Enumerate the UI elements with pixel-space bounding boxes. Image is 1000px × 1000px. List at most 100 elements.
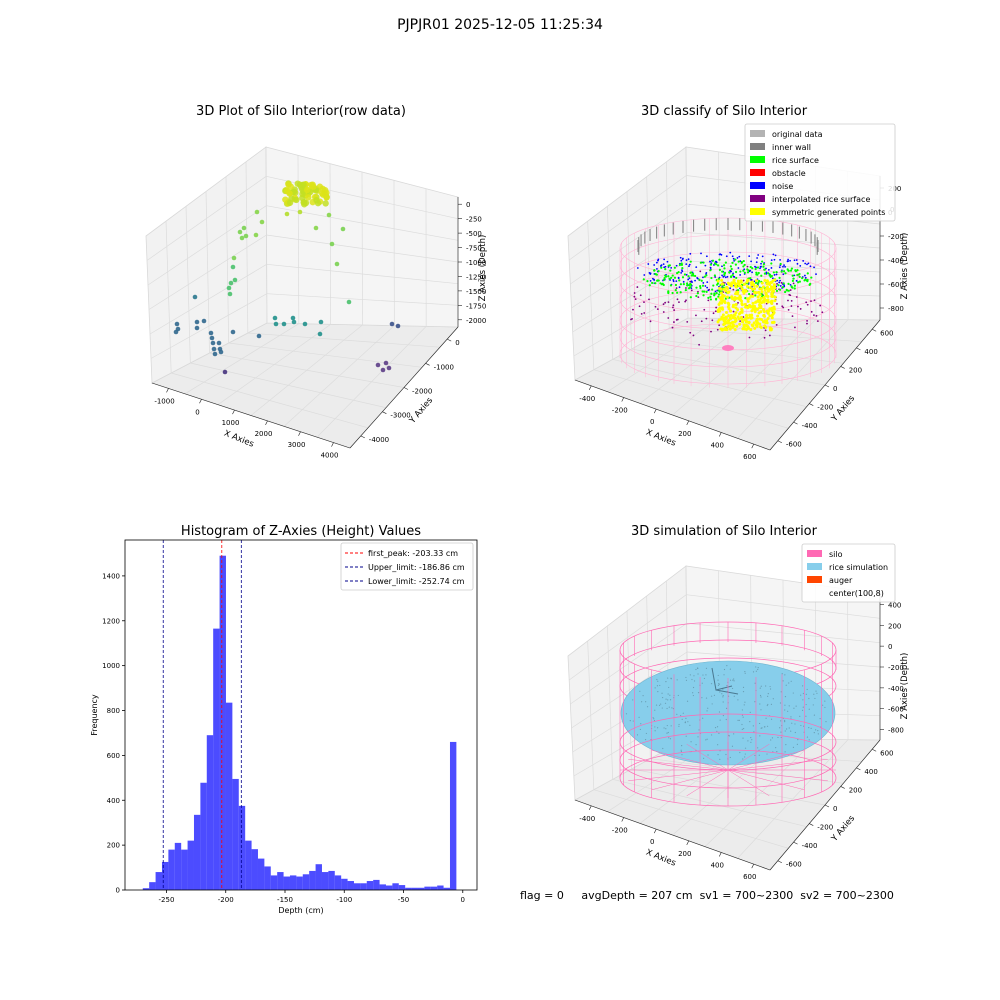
bl-histogram-bar (219, 555, 226, 890)
tr-rice-point (804, 278, 807, 281)
tr-interp-point (782, 306, 785, 309)
bl-histogram-bar (302, 874, 310, 890)
tl-y-tick (382, 411, 387, 414)
tl-point (273, 321, 279, 327)
tr-rice-point (696, 292, 699, 295)
tr-rice-point (700, 279, 703, 282)
tr-interp-point (810, 310, 813, 313)
br-silo-spoke (727, 759, 828, 771)
tl-point (299, 190, 306, 198)
tr-rice-point (709, 295, 712, 298)
tr-interp-point (751, 293, 754, 295)
tr-interp-point (676, 298, 679, 301)
tr-sym-point (742, 323, 746, 327)
figure-suptitle: PJPJR01 2025-12-05 11:25:34 (397, 17, 603, 33)
tr-interp-point (794, 326, 796, 329)
tr-sym-point (731, 305, 735, 309)
tr-rice-point (671, 291, 674, 295)
tr-sym-point (733, 327, 737, 331)
tl-y-tick (447, 338, 452, 342)
br-rice-mesh-dot (625, 713, 628, 715)
br-rice-mesh-dot (785, 728, 788, 730)
tr-noise-point (705, 255, 708, 258)
tr-interp-point (813, 299, 816, 302)
bl-histogram-bar (257, 858, 265, 890)
tr-rice-point (691, 272, 695, 275)
tr-rice-point (660, 266, 663, 269)
tr-rice-point (775, 270, 778, 274)
br-rice-mesh-dot (744, 747, 747, 749)
tl-point (256, 333, 262, 339)
tr-sym-point (751, 324, 755, 328)
tr-rice-point (682, 283, 685, 286)
tl-y-axis-label: Y Axies (407, 395, 435, 426)
tr-rice-point (780, 270, 783, 273)
tr-sym-point (770, 316, 774, 320)
tr-interp-point (763, 336, 766, 339)
tl-point (284, 211, 290, 217)
bl-histogram-bar (187, 840, 194, 890)
tr-interp-point (815, 314, 818, 317)
tr-noise-point (662, 263, 665, 266)
tr-noise-point (772, 253, 775, 256)
tr-grid-line (665, 161, 670, 329)
br-rice-mesh-dot (729, 668, 731, 670)
br-legend-box (801, 543, 896, 603)
tr-noise-point (672, 280, 675, 283)
tr-noise-point (804, 262, 807, 265)
bl-histogram-bar (328, 870, 335, 890)
tr-noise-point (709, 266, 712, 269)
br-rice-mesh-dot (697, 736, 699, 738)
tl-point (375, 362, 381, 368)
tl-z-tick-label: -1250 (466, 273, 486, 281)
tr-sym-point (750, 309, 754, 313)
br-rice-mesh-dot (695, 668, 697, 671)
bl-histogram: -250 -200 -150 -100 -50 0 0 200 400 600 800 1000 120… (90, 539, 478, 915)
tr-sym-point (735, 290, 739, 294)
br-rice-mesh-dot (711, 703, 713, 705)
tl-point (201, 318, 207, 324)
tr-noise-point (775, 273, 778, 276)
tr-noise-point (732, 275, 735, 278)
br-rice-mesh-dot (753, 731, 755, 733)
br-rice-mesh-dot (669, 738, 672, 740)
bl-histogram-bar (168, 849, 175, 890)
br-rice-mesh-dot (733, 733, 735, 735)
br-rice-mesh-dot (769, 685, 771, 688)
br-rice-mesh-dot (701, 682, 703, 684)
tl-y-tick (425, 363, 430, 366)
br-rice-mesh-dot (780, 736, 782, 739)
br-rice-mesh-dot (665, 698, 667, 700)
tr-legend-swatch (750, 130, 765, 137)
tl-point (230, 264, 236, 270)
br-rice-mesh-dot (663, 727, 665, 729)
tr-rice-point (757, 281, 760, 284)
tr-rice-point (686, 282, 689, 285)
tr-legend-label: original data (772, 130, 823, 139)
tr-rice-point (695, 294, 698, 298)
br-rice-mesh-dot (757, 747, 759, 749)
tr-interp-point (732, 288, 735, 291)
tr-sym-point (768, 326, 772, 330)
tr-noise-point (783, 284, 786, 287)
tr-interp-point (805, 301, 808, 304)
br-rice-mesh-dot (802, 699, 804, 701)
tr-interp-point (636, 286, 639, 288)
tl-point (291, 319, 297, 325)
br-rice-mesh-dot (760, 696, 762, 698)
tr-sym-point (733, 316, 737, 320)
tr-sym-point (751, 287, 755, 291)
tr-interp-point (643, 312, 646, 314)
tr-noise-point (680, 272, 683, 274)
tr-noise-point (750, 260, 753, 263)
tr-noise-point (688, 263, 691, 266)
tr-interp-point (690, 289, 693, 292)
br-rice-mesh-dot (668, 706, 670, 708)
br-rice-mesh-dot (743, 704, 745, 706)
tr-noise-point (714, 290, 717, 293)
tr-sym-point (721, 299, 725, 303)
bl-histogram-bar (405, 887, 412, 890)
bl-histogram-bar (341, 878, 348, 890)
br-silo-spoke (651, 749, 729, 771)
tl-point (209, 335, 215, 341)
